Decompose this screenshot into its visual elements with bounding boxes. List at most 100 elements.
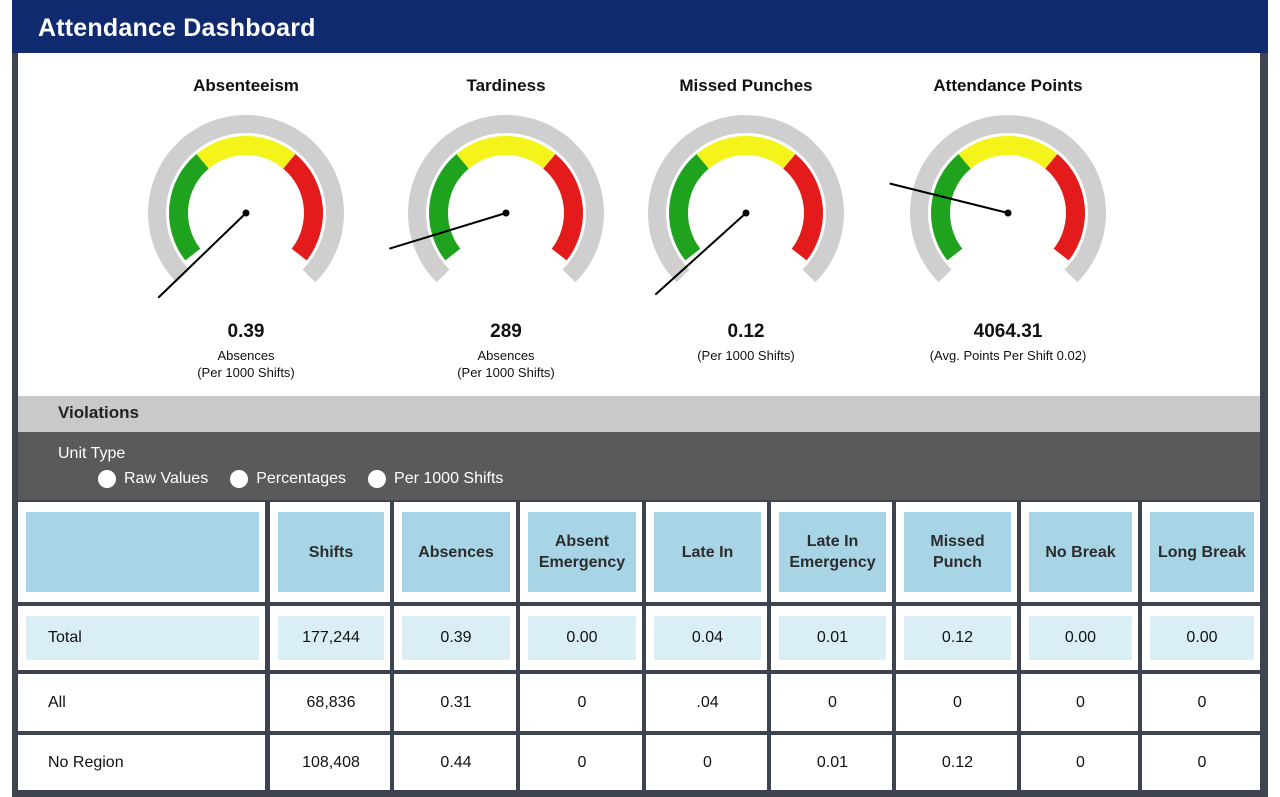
gauge-attendance-points: Attendance Points 4064.31 (Avg. Points P… [878,53,1138,396]
cell-value: 68,836 [306,693,356,711]
table-cell: 0 [1021,674,1138,731]
gauge-dial [648,115,844,296]
unit-type-label: Unit Type [58,445,126,462]
radio-label: Raw Values [124,470,209,487]
radio-button-icon[interactable] [98,470,116,488]
gauge-needle-hub [1004,209,1012,217]
gauge-value: 289 [490,321,522,342]
cell-value: 0.00 [1150,616,1254,660]
radio-label: Percentages [256,470,347,487]
radio-button-icon[interactable] [230,470,249,488]
dashboard-header: Attendance Dashboard [12,0,1268,53]
gauge-yellow-zone [456,136,556,169]
gauge-needle [157,212,247,299]
table-cell: 108,408 [270,735,390,790]
gauge-red-zone [1045,154,1085,261]
row-label: All [48,693,66,711]
gauge-missed-punches: Missed Punches 0.12 (Per 1000 Shifts) [616,53,876,396]
cell-value: 0 [577,693,587,711]
table-header-cell: Late In [646,502,767,602]
cell-value: 0.31 [440,693,472,711]
table-cell: 0 [1021,735,1138,790]
table-cell: 0.00 [1142,606,1260,670]
gauge-title: Absenteeism [193,76,299,95]
unit-type-panel: Unit Type Raw Values Percentages Per 100… [18,432,1260,500]
table-header-cell [18,502,265,602]
cell-value: 0.39 [402,616,510,660]
gauge-red-zone [543,154,583,261]
gauge-green-zone [669,154,709,261]
table-cell: 0.39 [394,606,516,670]
gauge-dial [889,115,1106,283]
table-cell: 0.12 [896,606,1017,670]
table-cell: 0 [1142,674,1260,731]
gauge-needle [654,212,747,296]
cell-value: 0.12 [904,616,1011,660]
gauge-subtitle: Absences [217,348,275,363]
table-cell: 0.00 [1021,606,1138,670]
cell-value: 0 [1197,693,1207,711]
gauge-tardiness: Tardiness 289 Absences (Per 1000 Shifts) [376,53,636,396]
cell-value: 0 [953,693,962,711]
gauge-title: Missed Punches [679,76,813,95]
table-cell: 0.12 [896,735,1017,790]
gauge-yellow-zone [696,136,796,169]
cell-value: 0 [1197,753,1207,771]
gauge-needle [389,212,507,250]
gauge-red-zone [783,154,823,261]
cell-value: 0 [828,693,837,711]
cell-value: 0.00 [1029,616,1132,660]
table-cell: 0.44 [394,735,516,790]
table-header-cell: Late In Emergency [771,502,892,602]
radio-percentages[interactable]: Percentages [230,470,346,488]
gauge-needle-hub [502,209,510,217]
table-cell: 0 [646,735,767,790]
page-title: Attendance Dashboard [38,14,316,42]
cell-value: 0.01 [816,753,849,771]
table-header-cell: Long Break [1142,502,1260,602]
column-header: Missed Punch [904,512,1011,592]
table-header-cell: Absent Emergency [520,502,642,602]
gauge-dial [389,115,604,283]
gauge-needle-hub [242,209,250,217]
gauge-yellow-zone [958,136,1058,169]
radio-button-icon[interactable] [368,470,387,488]
gauge-value: 0.39 [227,321,265,342]
row-label-cell: No Region [18,735,265,790]
violations-table: Shifts Absences Absent Emergency Late In Lat… [18,502,1260,792]
cell-value: 0 [577,753,587,771]
column-header: Long Break [1150,512,1254,592]
table-cell: 68,836 [270,674,390,731]
column-header: Shifts [278,512,384,592]
cell-value: 177,244 [278,616,384,660]
violations-title: Violations [58,403,139,422]
table-header-cell: Missed Punch [896,502,1017,602]
cell-value: 0.01 [779,616,886,660]
table-cell: .04 [646,674,767,731]
table-cell: 177,244 [270,606,390,670]
column-header: Late In [654,512,761,592]
column-header: Absences [402,512,510,592]
radio-label: Per 1000 Shifts [394,470,504,487]
table-cell: 0 [520,735,642,790]
gauge-panel: Absenteeism 0.39 Absences (Per 1000 Shif… [18,53,1260,396]
cell-value: 0.00 [528,616,636,660]
gauge-green-zone [931,154,971,261]
cell-value: 0 [1076,693,1085,711]
gauge-absenteeism: Absenteeism 0.39 Absences (Per 1000 Shif… [116,53,376,396]
cell-value: 0.12 [941,753,974,771]
violations-section-header: Violations [18,396,1260,432]
row-label-cell: All [18,674,265,731]
gauge-title: Tardiness [466,76,546,95]
cell-value: 0.04 [654,616,761,660]
radio-per-1000-shifts[interactable]: Per 1000 Shifts [368,470,503,488]
gauge-green-zone [169,154,209,261]
column-header: Late In Emergency [779,512,886,592]
gauge-subtitle-2: (Per 1000 Shifts) [457,365,555,380]
radio-raw-values[interactable]: Raw Values [98,470,208,488]
gauge-track [148,115,344,283]
column-header: No Break [1029,512,1132,592]
column-header [26,512,259,592]
gauge-track [910,115,1106,283]
column-header: Absent Emergency [528,512,636,592]
